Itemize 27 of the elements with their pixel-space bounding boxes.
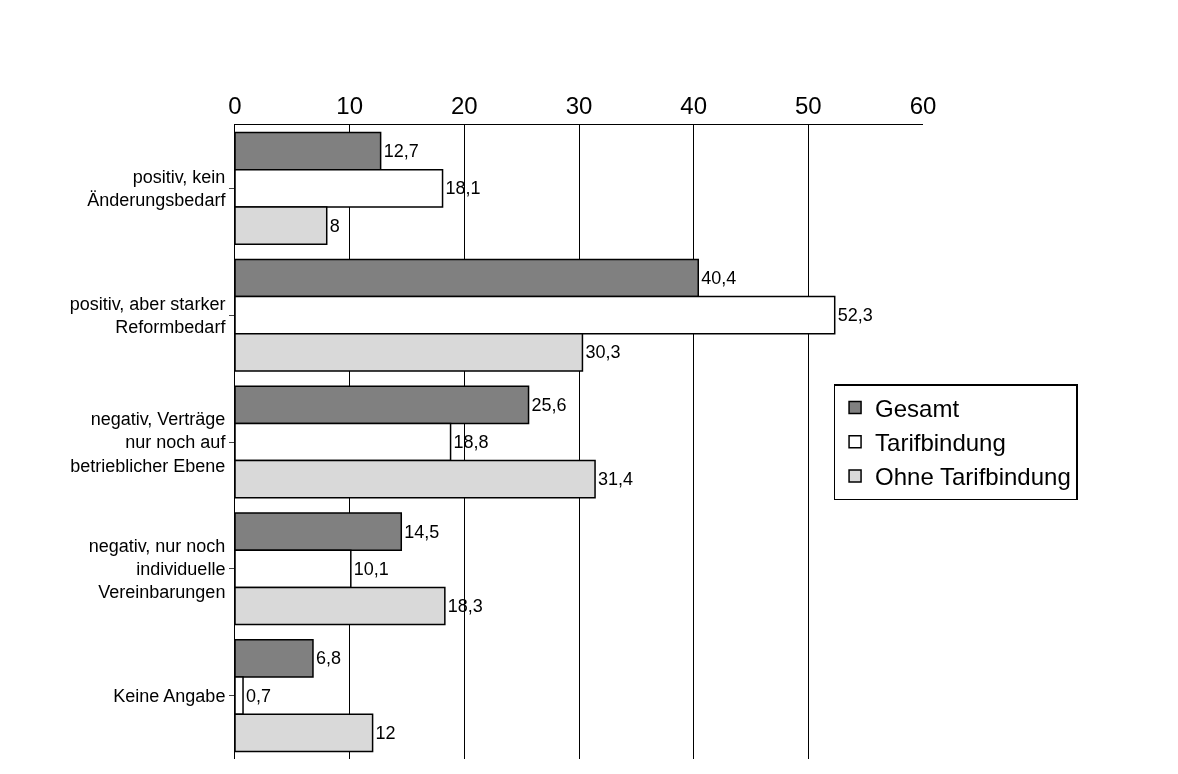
data-label: 25,6 — [531, 394, 567, 415]
data-label: 0,7 — [246, 685, 272, 706]
legend-label: Tarifbindung — [875, 429, 1006, 457]
x-tick-label: 30 — [565, 92, 593, 120]
data-label: 8 — [329, 215, 340, 236]
x-tick-label: 10 — [336, 92, 364, 120]
data-label: 12 — [375, 722, 396, 743]
x-tick-label: 20 — [450, 92, 478, 120]
data-label: 12,7 — [383, 141, 419, 162]
y-tick-label: negativ, Verträge nur noch auf betrieblicher Ebene — [70, 408, 227, 476]
data-label: 14,5 — [404, 521, 440, 542]
data-label: 30,3 — [585, 342, 621, 363]
x-tick-label: 60 — [909, 92, 937, 120]
legend-label: Gesamt — [875, 394, 960, 422]
data-label: 10,1 — [353, 558, 389, 579]
x-tick-label: 50 — [794, 92, 822, 120]
data-label: 52,3 — [837, 305, 873, 326]
legend-label: Ohne Tarifbindung — [875, 463, 1071, 491]
x-tick-label: 0 — [228, 92, 242, 120]
y-tick-label: negativ, nur noch individuelle Vereinbarungen — [88, 535, 226, 603]
data-label: 6,8 — [315, 648, 341, 669]
y-tick-label: Keine Angabe — [113, 685, 226, 706]
y-tick-label: positiv, kein Änderungsbedarf — [87, 167, 227, 211]
data-label: 31,4 — [598, 469, 634, 490]
x-tick-label: 40 — [680, 92, 708, 120]
data-label: 40,4 — [701, 268, 737, 289]
y-tick-label: positiv, aber starker Reformbedarf — [69, 293, 227, 338]
